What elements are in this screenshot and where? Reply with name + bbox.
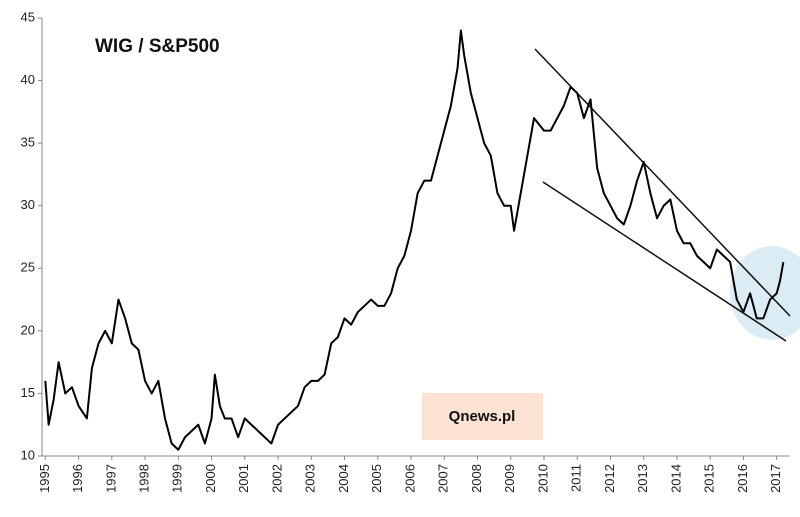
x-tick-label: 2003 — [303, 464, 318, 493]
x-tick-label: 2009 — [502, 464, 517, 493]
x-tick-label: 2001 — [236, 464, 251, 493]
y-tick-label: 35 — [21, 135, 35, 150]
x-tick-label: 2005 — [369, 464, 384, 493]
x-tick-label: 2016 — [735, 464, 750, 493]
x-tick-label: 1999 — [170, 464, 185, 493]
y-tick-label: 30 — [21, 197, 35, 212]
x-tick-label: 2010 — [535, 464, 550, 493]
x-tick-label: 2000 — [203, 464, 218, 493]
x-tick-label: 2011 — [569, 464, 584, 492]
x-tick-label: 2008 — [469, 464, 484, 493]
x-tick-label: 1996 — [70, 464, 85, 493]
highlight-ellipse — [730, 246, 800, 340]
y-tick-label: 20 — [21, 322, 35, 337]
annotation-box — [422, 393, 543, 440]
x-tick-label: 2015 — [702, 464, 717, 493]
x-tick-label: 1998 — [136, 464, 151, 493]
x-tick-label: 2006 — [402, 464, 417, 493]
x-tick-label: 2002 — [269, 464, 284, 493]
chart-title: WIG / S&P500 — [95, 36, 220, 57]
x-tick-label: 1995 — [37, 464, 52, 493]
x-tick-label: 2014 — [668, 464, 683, 493]
x-tick-label: 2013 — [635, 464, 650, 493]
y-tick-label: 40 — [21, 72, 35, 87]
y-tick-label: 15 — [21, 385, 35, 400]
x-tick-label: 2007 — [436, 464, 451, 493]
x-tick-label: 1997 — [103, 464, 118, 493]
data-line — [44, 29, 785, 451]
trend-line-lower — [542, 181, 787, 342]
y-tick-label: 10 — [21, 447, 35, 462]
y-tick-label: 25 — [21, 260, 35, 275]
x-tick-label: 2017 — [768, 464, 783, 493]
x-tick-label: 2012 — [602, 464, 617, 493]
y-tick-label: 45 — [21, 9, 35, 24]
annotation: Qnews.pl — [449, 408, 516, 425]
x-tick-label: 2004 — [336, 464, 351, 493]
